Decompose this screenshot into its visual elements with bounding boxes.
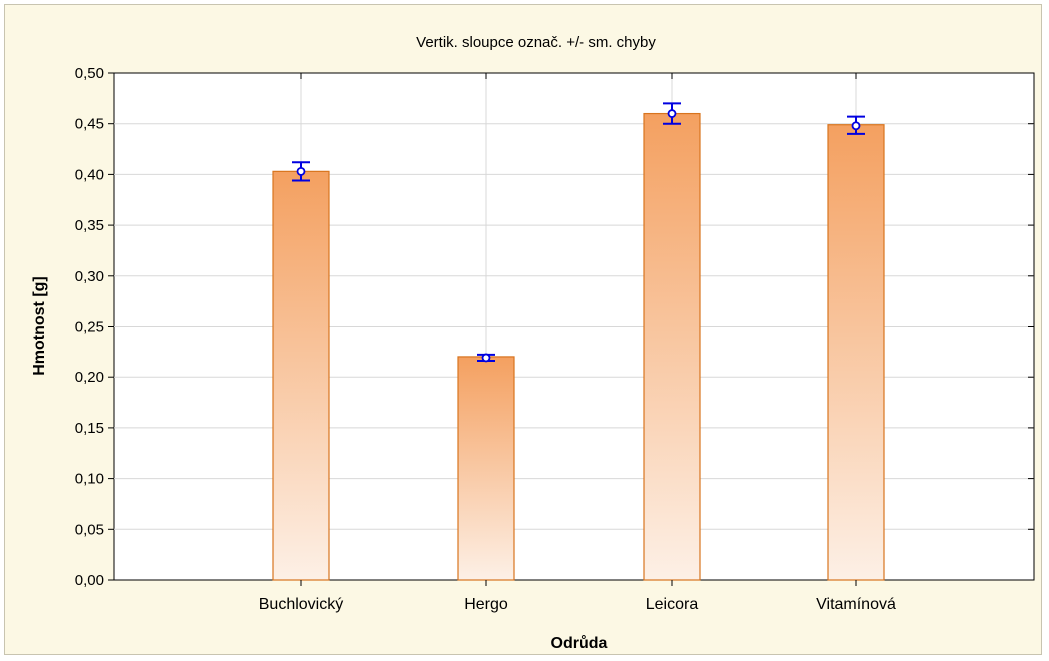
bar xyxy=(827,124,885,581)
y-tick-label: 0,10 xyxy=(75,471,104,488)
x-axis: Buchlovický Hergo Leicora Vitamínová xyxy=(259,73,896,613)
bar xyxy=(643,112,701,581)
y-tick-label: 0,35 xyxy=(75,217,104,234)
y-tick-label: 0,20 xyxy=(75,369,104,386)
mean-marker xyxy=(481,353,491,363)
y-tick-label: 0,40 xyxy=(75,166,104,183)
x-tick-label: Vitamínová xyxy=(816,596,896,613)
y-tick-label: 0,25 xyxy=(75,319,104,336)
y-tick-label: 0,45 xyxy=(75,116,104,133)
bar xyxy=(272,170,330,581)
chart-title: Vertik. sloupce označ. +/- sm. chyby xyxy=(416,34,656,51)
y-tick-label: 0,15 xyxy=(75,420,104,437)
mean-marker xyxy=(851,121,861,131)
bar xyxy=(457,356,515,581)
x-tick-label: Buchlovický xyxy=(259,596,343,613)
y-axis-title: Hmotnost [g] xyxy=(31,276,48,376)
y-tick-label: 0,30 xyxy=(75,268,104,285)
mean-marker xyxy=(296,166,306,176)
mean-marker xyxy=(667,109,677,118)
y-axis: 0,00 0,05 0,10 0,15 0,20 0,25 0,30 0,35 0,40 0,45… xyxy=(75,65,1034,589)
y-tick-label: 0,50 xyxy=(75,65,104,82)
error-bars xyxy=(292,102,865,363)
y-tick-label: 0,00 xyxy=(75,572,104,589)
y-tick-label: 0,05 xyxy=(75,521,104,538)
x-tick-label: Leicora xyxy=(646,596,699,613)
x-tick-label: Hergo xyxy=(464,596,508,613)
x-axis-title: Odrůda xyxy=(551,635,608,652)
